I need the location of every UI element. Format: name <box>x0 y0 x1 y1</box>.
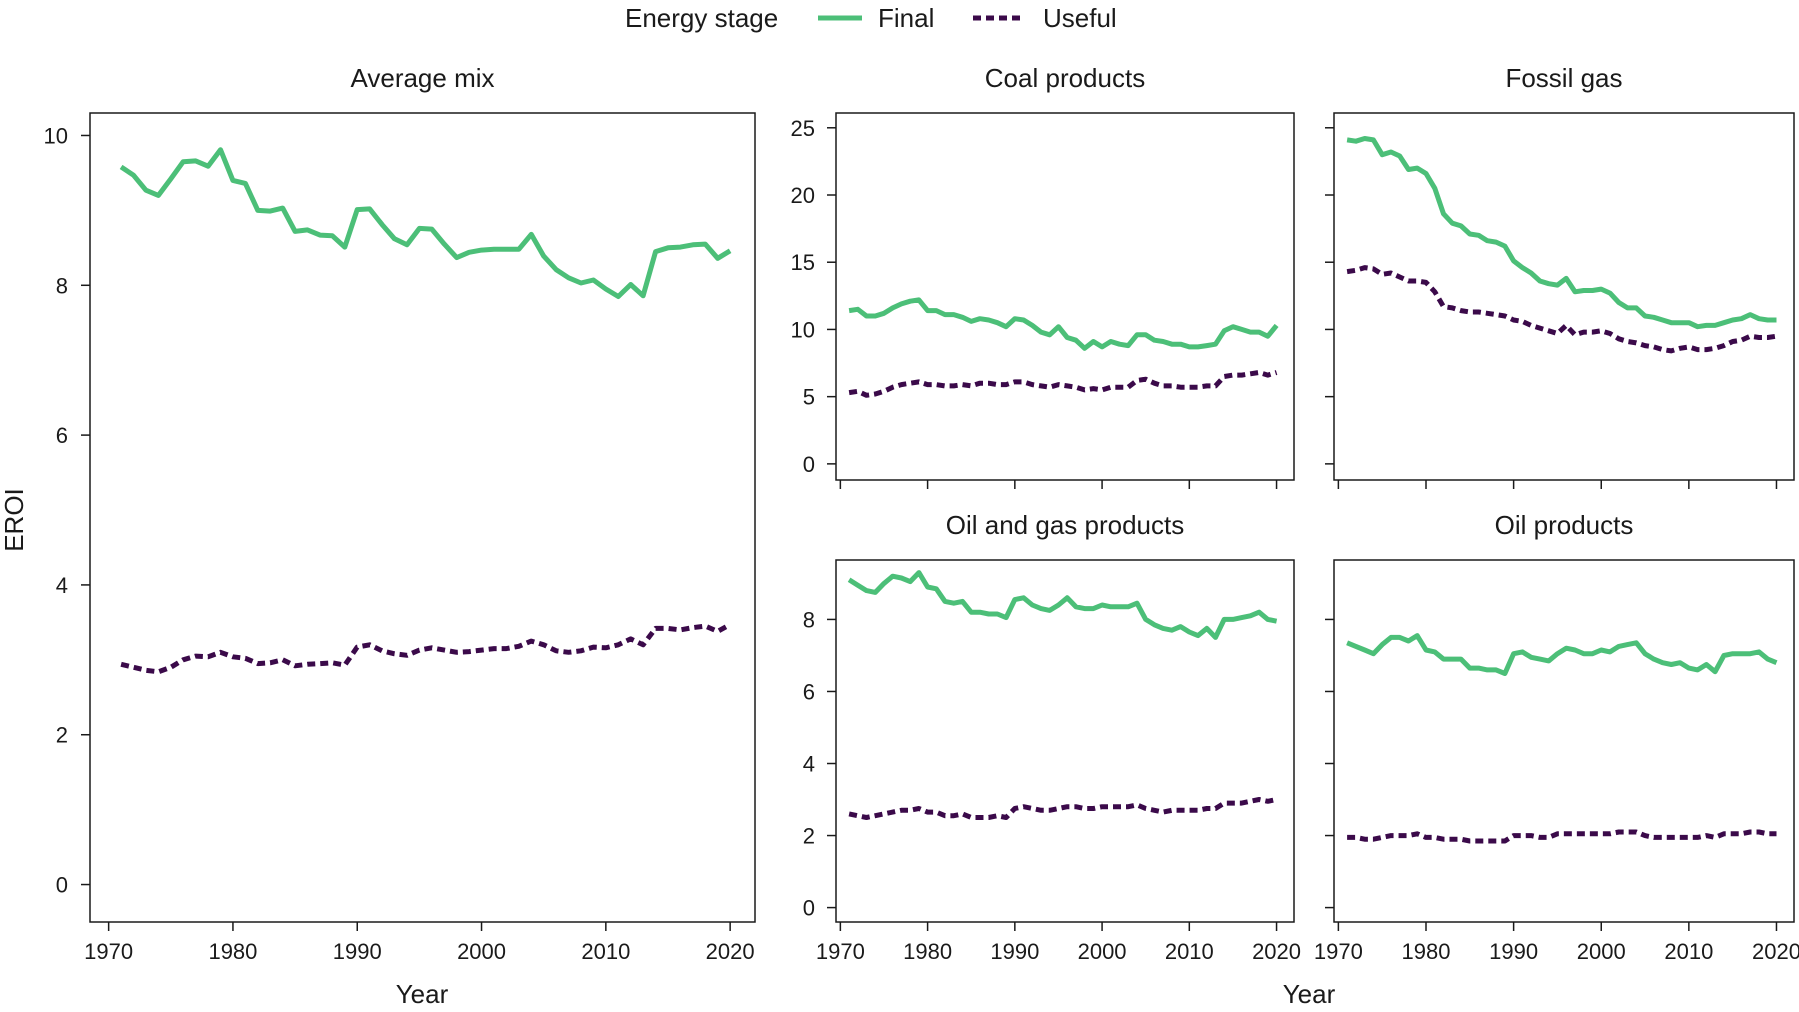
fossil-gas-title: Fossil gas <box>1505 63 1622 93</box>
average-mix-x-tick-label: 2020 <box>706 939 755 964</box>
fossil-gas-series-useful <box>1346 265 1777 354</box>
panel-oil-products: Oil products 1970 1980 1990 2000 2010 2020 <box>1314 510 1799 964</box>
coal-products-y-tick-label: 20 <box>791 183 815 208</box>
oil-and-gas-products-title: Oil and gas products <box>946 510 1184 540</box>
oil-and-gas-products-y-tick-label: 4 <box>803 752 815 777</box>
x-axis-label-right: Year <box>1283 979 1336 1009</box>
oil-products-series-final <box>1346 633 1778 676</box>
coal-products-y-tick-label: 15 <box>791 250 815 275</box>
average-mix-y-tick-label: 8 <box>56 273 68 298</box>
average-mix-x-tick-label: 1980 <box>208 939 257 964</box>
coal-products-series-useful <box>848 370 1278 398</box>
oil-and-gas-products-y-tick-label: 0 <box>803 896 815 921</box>
average-mix-x-tick-label: 1990 <box>333 939 382 964</box>
oil-and-gas-products-x-tick-label: 2000 <box>1078 939 1127 964</box>
oil-and-gas-products-y-tick-label: 6 <box>803 679 815 704</box>
average-mix-y-tick-label: 0 <box>56 873 68 898</box>
y-axis-label: EROI <box>0 488 29 552</box>
panel-oil-and-gas-products: Oil and gas products 0 2 4 6 8 1970 1980 1990 200… <box>803 510 1301 964</box>
coal-products-series-final <box>848 297 1279 351</box>
oil-products-x-tick-label: 2000 <box>1577 939 1626 964</box>
oil-products-x-tick-label: 1970 <box>1314 939 1363 964</box>
legend-title: Energy stage <box>625 3 778 33</box>
oil-and-gas-products-y-tick-label: 8 <box>803 607 815 632</box>
oil-and-gas-products-y-tick-label: 2 <box>803 824 815 849</box>
legend: Energy stage Final Useful <box>625 3 1117 33</box>
average-mix-y-tick-label: 4 <box>56 573 68 598</box>
oil-products-x-tick-label: 1990 <box>1489 939 1538 964</box>
oil-products-frame <box>1333 559 1795 923</box>
panel-coal-products: Coal products 0 5 10 15 20 25 <box>791 63 1295 489</box>
average-mix-y-tick-label: 6 <box>56 423 68 448</box>
coal-products-y-tick-label: 10 <box>791 317 815 342</box>
coal-products-y-tick-label: 0 <box>803 452 815 477</box>
oil-and-gas-products-x-tick-label: 1970 <box>816 939 865 964</box>
oil-and-gas-products-frame <box>835 559 1295 923</box>
fossil-gas-frame <box>1333 112 1795 481</box>
oil-and-gas-products-x-tick-label: 2010 <box>1165 939 1214 964</box>
oil-products-x-tick-label: 2020 <box>1752 939 1799 964</box>
average-mix-x-tick-label: 2000 <box>457 939 506 964</box>
average-mix-y-tick-label: 2 <box>56 723 68 748</box>
coal-products-y-tick-label: 25 <box>791 116 815 141</box>
average-mix-series-useful <box>120 622 732 675</box>
oil-and-gas-products-x-tick-label: 2020 <box>1252 939 1301 964</box>
oil-products-series-useful <box>1347 829 1777 844</box>
coal-products-frame <box>835 112 1295 481</box>
legend-useful-label: Useful <box>1043 3 1117 33</box>
panel-average-mix: Average mix 0 2 4 6 8 10 1970 1980 1990 2000 2010 20… <box>44 63 756 964</box>
average-mix-title: Average mix <box>350 63 494 93</box>
legend-final-label: Final <box>878 3 934 33</box>
x-axis-label-left: Year <box>396 979 449 1009</box>
oil-products-x-tick-label: 2010 <box>1664 939 1713 964</box>
oil-and-gas-products-x-tick-label: 1990 <box>990 939 1039 964</box>
coal-products-title: Coal products <box>985 63 1145 93</box>
average-mix-x-tick-label: 1970 <box>84 939 133 964</box>
coal-products-y-tick-label: 5 <box>803 385 815 410</box>
average-mix-frame <box>89 112 756 923</box>
oil-and-gas-products-x-tick-label: 1980 <box>903 939 952 964</box>
oil-products-title: Oil products <box>1495 510 1634 540</box>
average-mix-series-final <box>119 147 732 299</box>
fossil-gas-series-final <box>1346 136 1777 330</box>
average-mix-x-tick-label: 2010 <box>581 939 630 964</box>
oil-and-gas-products-series-useful <box>848 797 1278 820</box>
panel-fossil-gas: Fossil gas <box>1325 63 1795 489</box>
average-mix-y-tick-label: 10 <box>44 123 68 148</box>
oil-and-gas-products-series-final <box>847 570 1278 640</box>
oil-products-x-tick-label: 1980 <box>1402 939 1451 964</box>
